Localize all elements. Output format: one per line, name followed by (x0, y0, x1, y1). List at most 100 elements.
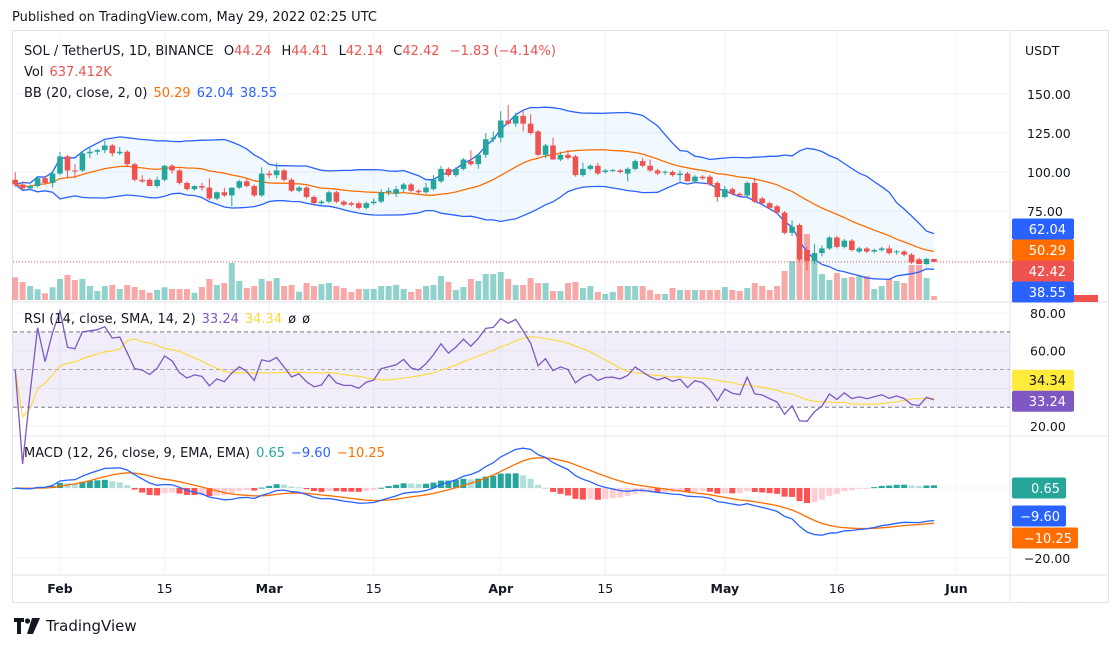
vol-label[interactable]: Vol (24, 65, 44, 80)
macd-histogram-bar (146, 488, 153, 495)
macd-histogram-bar (475, 478, 482, 488)
macd-histogram-bar (258, 487, 265, 489)
volume-bar (841, 278, 848, 300)
volume-bar (400, 289, 407, 300)
price-tag: 42.42 (1029, 265, 1066, 280)
candle-body (916, 259, 922, 265)
volume-bar (774, 286, 781, 300)
macd-histogram-bar (325, 488, 332, 491)
macd-histogram-bar (221, 488, 228, 496)
volume-bar (460, 287, 467, 300)
volume-bar (176, 289, 183, 300)
macd-tag-box (1012, 477, 1066, 499)
macd-histogram-bar (930, 485, 937, 488)
candle-body (12, 179, 18, 185)
candle-body (774, 206, 780, 213)
high-value: 44.41 (291, 44, 329, 59)
volume-bar (826, 280, 833, 300)
macd-histogram-bar (370, 488, 377, 490)
macd-histogram-bar (766, 488, 773, 494)
macd-histogram-bar (602, 488, 609, 500)
macd-histogram-bar (310, 488, 317, 492)
candle-body (333, 192, 340, 202)
volume-bar (766, 290, 773, 300)
macd-signal-line (15, 457, 935, 530)
candle-body (288, 179, 295, 191)
volume-bar (34, 289, 41, 300)
price-axis-tick: 150.00 (1027, 87, 1071, 102)
macd-tag: −10.25 (1024, 532, 1072, 547)
volume-bar (729, 290, 736, 300)
macd-histogram-bar (512, 473, 519, 488)
volume-bar (923, 278, 930, 300)
macd-tag: −9.60 (1020, 510, 1060, 525)
time-axis-tick: Mar (256, 581, 284, 596)
candle-body (206, 187, 213, 199)
volume-bar (542, 283, 549, 300)
macd-pane (12, 447, 937, 536)
macd-histogram-bar (243, 488, 250, 491)
volume-bar (325, 283, 332, 300)
volume-bar (789, 261, 796, 300)
macd-histogram-bar (393, 484, 400, 488)
volume-bar (467, 279, 474, 300)
macd-histogram-bar (691, 488, 698, 492)
macd-histogram-bar (520, 475, 527, 488)
bollinger-lines (13, 106, 1010, 281)
macd-tag-box (1012, 527, 1078, 549)
bb-upper-value: 62.04 (196, 86, 234, 101)
volume-bar (505, 279, 512, 300)
bollinger-fill (15, 107, 934, 280)
candle-body (131, 164, 138, 180)
volume-bar (527, 278, 534, 300)
volume-bar (751, 283, 758, 300)
candle-body (692, 176, 698, 182)
time-axis-tick: Jun (944, 581, 967, 596)
candle-body (751, 182, 758, 202)
tradingview-logo[interactable]: TradingView (14, 617, 137, 635)
macd-histogram-bar (744, 488, 751, 491)
volume-bar (602, 294, 609, 300)
volume-bar (759, 286, 766, 300)
macd-histogram-bar (355, 488, 362, 492)
rsi-label[interactable]: RSI (14, close, SMA, 14, 2) (24, 312, 196, 327)
macd-histogram-bar (318, 488, 325, 492)
volume-bar (348, 292, 355, 300)
volume-bar (848, 277, 855, 300)
macd-histogram-bar (288, 486, 295, 488)
candle-body (587, 165, 594, 169)
volume-bar (512, 285, 519, 300)
bb-label[interactable]: BB (20, close, 2, 0) (24, 86, 148, 101)
volume-bar (258, 279, 265, 300)
volume-bar (19, 282, 26, 300)
volume-bar (310, 286, 317, 300)
bb-basis-value: 50.29 (153, 86, 191, 101)
symbol-title[interactable]: SOL / TetherUS, 1D, BINANCE (24, 44, 214, 59)
candle-body (445, 168, 452, 176)
grid (13, 31, 1108, 602)
chart-frame (12, 30, 1109, 603)
volume-bar (445, 282, 452, 300)
macd-histogram-bar (281, 484, 288, 488)
rsi-na-1: ø (288, 312, 297, 327)
volume-bar (878, 286, 885, 300)
candle-body (169, 165, 175, 171)
macd-label[interactable]: MACD (12, 26, close, 9, EMA, EMA) (24, 446, 251, 461)
candle-body (856, 248, 863, 252)
candle-body (146, 179, 153, 187)
volume-bar (116, 289, 123, 300)
macd-histogram-bar (482, 476, 489, 488)
macd-histogram-bar (57, 482, 63, 488)
macd-histogram-bar (856, 488, 863, 489)
candle-body (415, 190, 422, 193)
candle-body (677, 173, 683, 176)
volume-bar (714, 290, 721, 300)
rsi-axis-tick: 60.00 (1030, 344, 1066, 359)
macd-histogram-bar (169, 488, 176, 493)
volume-bar (79, 279, 86, 300)
candle-body (669, 172, 676, 176)
candle-body (624, 168, 631, 174)
volume-bar (333, 286, 340, 300)
volume-bar (124, 285, 131, 300)
